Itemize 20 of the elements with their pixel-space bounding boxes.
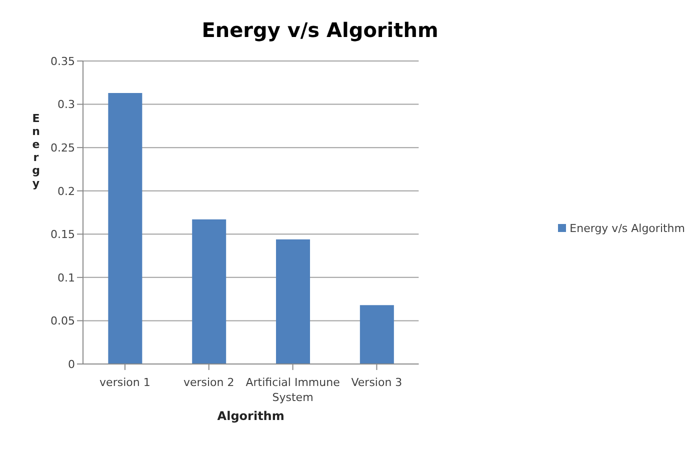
y-tick-label: 0.3 xyxy=(58,98,75,112)
y-tick-label: 0 xyxy=(68,358,75,371)
y-tick-label: 0.2 xyxy=(58,184,75,198)
x-tick-label: Version 3 xyxy=(351,376,402,389)
legend-label: Energy v/s Algorithm xyxy=(570,222,685,234)
y-axis-title: Energy xyxy=(32,112,40,190)
bar xyxy=(192,219,226,364)
y-tick-label: 0.05 xyxy=(50,314,75,328)
bar xyxy=(360,305,394,364)
y-tick-label: 0.25 xyxy=(50,141,75,154)
x-axis-title: Algorithm xyxy=(217,409,284,423)
y-tick-label: 0.35 xyxy=(50,54,75,68)
y-tick-label: 0.15 xyxy=(50,228,75,242)
chart-title: Energy v/s Algorithm xyxy=(200,18,440,42)
x-tick-label: version 2 xyxy=(183,376,234,389)
bar xyxy=(108,93,142,364)
bar xyxy=(276,239,310,364)
y-tick-label: 0.1 xyxy=(58,271,75,284)
x-tick-label: Artificial Immune System xyxy=(246,376,340,404)
x-tick-label: version 1 xyxy=(100,376,150,389)
